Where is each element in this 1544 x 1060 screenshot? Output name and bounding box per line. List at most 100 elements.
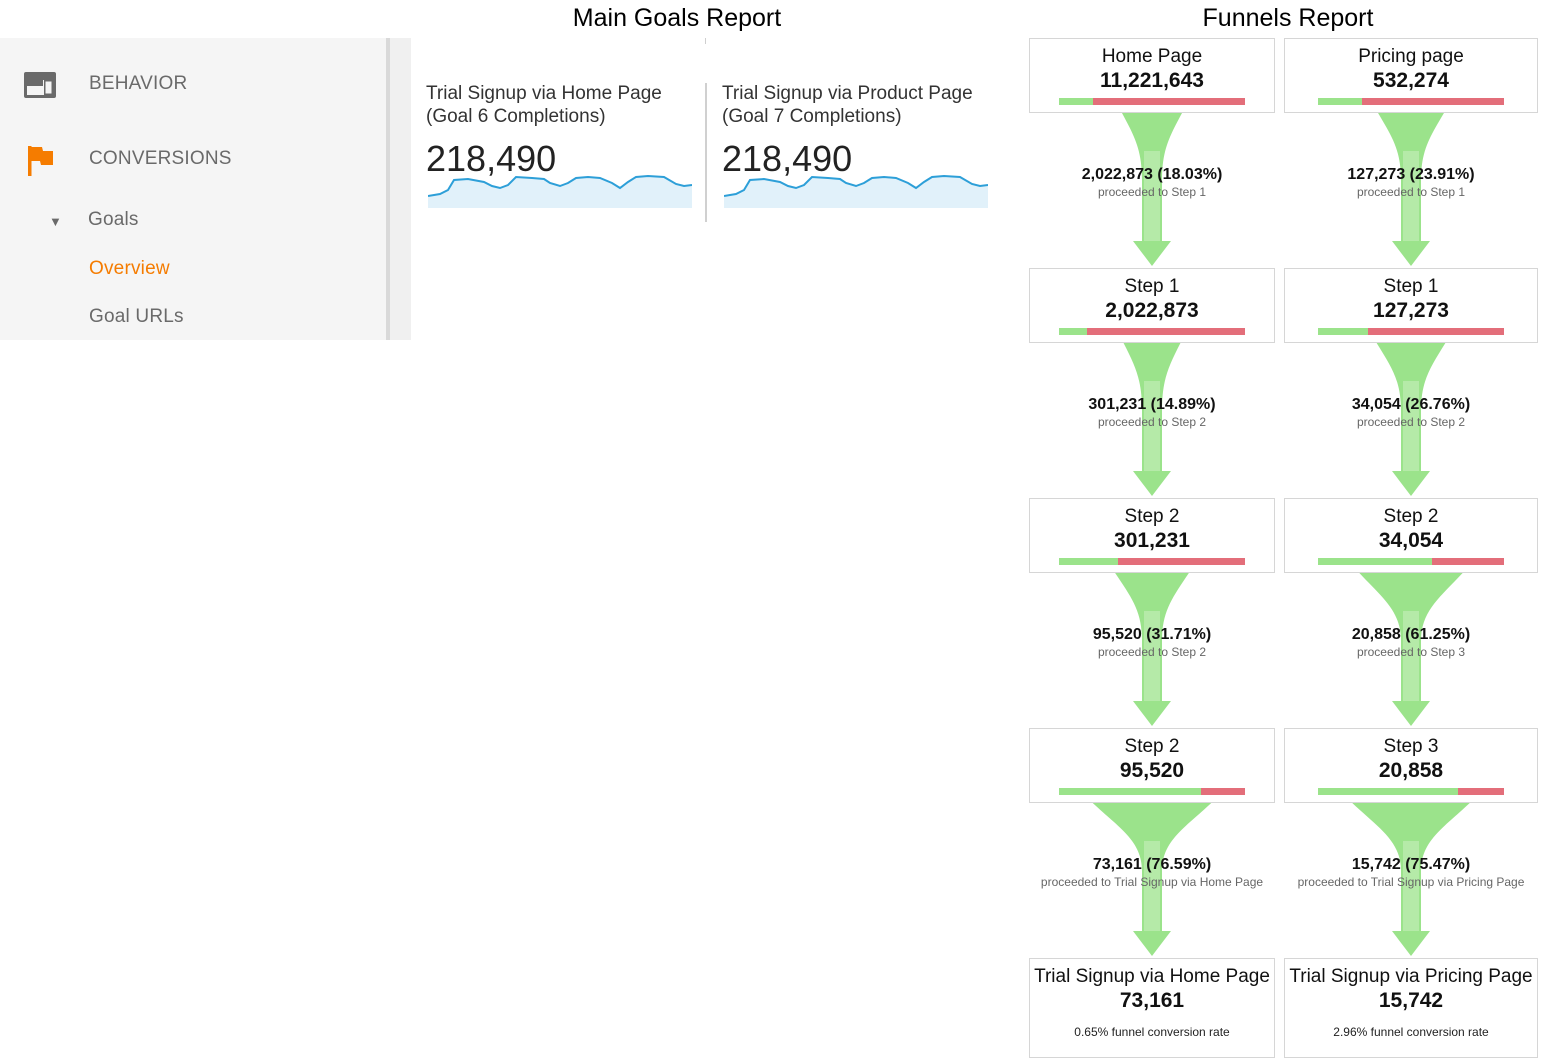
funnel-goal-box[interactable]: Trial Signup via Pricing Page 15,742 2.96%… — [1284, 958, 1538, 1058]
funnel-step-box[interactable]: Step 2 34,054 — [1284, 498, 1538, 573]
step-value: 11,221,643 — [1100, 69, 1204, 92]
proceed-label: proceeded to Trial Signup via Home Page — [1040, 875, 1264, 889]
main-goals-report-title: Main Goals Report — [572, 4, 782, 32]
step-label: Step 1 — [1124, 276, 1180, 297]
funnel-step-box[interactable]: Pricing page 532,274 — [1284, 38, 1538, 113]
divider — [705, 38, 706, 44]
funnel-conversion-rate: 0.65% funnel conversion rate — [1074, 1025, 1230, 1039]
proceed-ratio-bar — [1059, 98, 1245, 105]
proceed-count: 20,858 (61.25%) — [1351, 626, 1471, 643]
proceed-label: proceeded to Step 2 — [1356, 415, 1466, 429]
proceed-count: 34,054 (26.76%) — [1351, 396, 1471, 413]
sparkline — [428, 174, 692, 208]
proceed-bar-segment — [1318, 788, 1459, 795]
sidebar-item-behavior[interactable]: BEHAVIOR — [0, 70, 386, 100]
funnel-connector: 15,742 (75.47%) proceeded to Trial Signup… — [1284, 803, 1538, 958]
funnel-connector: 20,858 (61.25%) proceeded to Step 3 — [1284, 573, 1538, 728]
proceed-count: 127,273 (23.91%) — [1347, 166, 1475, 183]
proceed-label: proceeded to Trial Signup via Pricing Pa… — [1297, 875, 1525, 889]
sidebar-item-goal-urls[interactable]: Goal URLs — [0, 305, 386, 331]
browser-window-icon — [24, 72, 56, 98]
goal-card[interactable]: Trial Signup via Product Page (Goal 7 Co… — [722, 82, 994, 212]
step-label: Pricing page — [1358, 46, 1464, 67]
proceed-bar-segment — [1059, 328, 1087, 335]
step-value: 15,742 — [1378, 989, 1444, 1012]
step-label: Step 1 — [1383, 276, 1439, 297]
exit-bar-segment — [1431, 558, 1504, 565]
proceed-info: 301,231 (14.89%) proceeded to Step 2 — [1029, 396, 1275, 429]
sidebar-item-overview[interactable]: Overview — [0, 257, 386, 283]
proceed-info: 95,520 (31.71%) proceeded to Step 2 — [1029, 626, 1275, 659]
funnel-conversion-rate: 2.96% funnel conversion rate — [1333, 1025, 1489, 1039]
step-label: Step 2 — [1383, 506, 1439, 527]
funnel-connector: 95,520 (31.71%) proceeded to Step 2 — [1029, 573, 1275, 728]
proceed-ratio-bar — [1318, 788, 1504, 795]
proceed-ratio-bar — [1059, 788, 1245, 795]
caret-down-icon[interactable]: ▼ — [49, 214, 63, 229]
funnel-arrow-icon — [1352, 803, 1470, 956]
proceed-bar-segment — [1059, 98, 1093, 105]
funnel-arrow-icon — [1121, 113, 1183, 266]
proceed-bar-segment — [1318, 98, 1363, 105]
funnel-connector: 127,273 (23.91%) proceeded to Step 1 — [1284, 113, 1538, 268]
funnel-step-box[interactable]: Step 1 2,022,873 — [1029, 268, 1275, 343]
step-value: 301,231 — [1114, 529, 1190, 552]
funnel-arrow-icon — [1092, 803, 1212, 956]
step-label: Step 2 — [1124, 736, 1180, 757]
step-value: 127,273 — [1373, 299, 1449, 322]
sidebar-item-label: BEHAVIOR — [89, 73, 188, 94]
sidebar-gutter — [390, 38, 411, 340]
funnel-goal-box[interactable]: Trial Signup via Home Page 73,161 0.65% fu… — [1029, 958, 1275, 1058]
sidebar-item-goals[interactable]: ▼ Goals — [0, 208, 386, 234]
funnel-step-box[interactable]: Step 2 301,231 — [1029, 498, 1275, 573]
proceed-count: 2,022,873 (18.03%) — [1081, 166, 1223, 183]
sidebar-nav: BEHAVIOR CONVERSIONS ▼ Goals Overview Go… — [0, 38, 386, 340]
funnels-report-title: Funnels Report — [1202, 4, 1374, 32]
exit-bar-segment — [1458, 788, 1504, 795]
funnel-arrow-icon — [1115, 573, 1189, 726]
proceed-label: proceeded to Step 2 — [1097, 415, 1207, 429]
proceed-count: 15,742 (75.47%) — [1351, 856, 1471, 873]
proceed-count: 73,161 (76.59%) — [1092, 856, 1212, 873]
step-value: 20,858 — [1378, 759, 1444, 782]
proceed-ratio-bar — [1059, 328, 1245, 335]
proceed-label: proceeded to Step 1 — [1356, 185, 1466, 199]
proceed-label: proceeded to Step 3 — [1356, 645, 1466, 659]
step-value: 34,054 — [1378, 529, 1444, 552]
proceed-info: 15,742 (75.47%) proceeded to Trial Signup… — [1284, 856, 1538, 889]
goal-card[interactable]: Trial Signup via Home Page (Goal 6 Compl… — [426, 82, 698, 212]
proceed-count: 95,520 (31.71%) — [1092, 626, 1212, 643]
proceed-info: 2,022,873 (18.03%) proceeded to Step 1 — [1029, 166, 1275, 199]
proceed-info: 34,054 (26.76%) proceeded to Step 2 — [1284, 396, 1538, 429]
step-value: 2,022,873 — [1105, 299, 1199, 322]
step-label: Trial Signup via Home Page — [1034, 966, 1270, 987]
funnel-arrow-icon — [1378, 113, 1444, 266]
exit-bar-segment — [1086, 328, 1245, 335]
proceed-ratio-bar — [1318, 98, 1504, 105]
proceed-ratio-bar — [1318, 558, 1504, 565]
proceed-bar-segment — [1059, 788, 1202, 795]
goal-subtitle: (Goal 7 Completions) — [722, 106, 902, 127]
funnel-arrow-icon — [1376, 343, 1446, 496]
exit-bar-segment — [1201, 788, 1245, 795]
step-label: Step 3 — [1383, 736, 1439, 757]
funnel-step-box[interactable]: Step 2 95,520 — [1029, 728, 1275, 803]
sparkline — [724, 174, 988, 208]
funnel-connector: 301,231 (14.89%) proceeded to Step 2 — [1029, 343, 1275, 498]
step-label: Home Page — [1101, 46, 1203, 67]
funnel-step-box[interactable]: Step 1 127,273 — [1284, 268, 1538, 343]
funnel-step-box[interactable]: Step 3 20,858 — [1284, 728, 1538, 803]
step-value: 73,161 — [1119, 989, 1185, 1012]
goal-value: 218,490 — [426, 138, 557, 179]
funnel-step-box[interactable]: Home Page 11,221,643 — [1029, 38, 1275, 113]
goal-name: Trial Signup via Product Page — [722, 83, 973, 104]
step-value: 95,520 — [1119, 759, 1185, 782]
proceed-info: 127,273 (23.91%) proceeded to Step 1 — [1284, 166, 1538, 199]
exit-bar-segment — [1367, 328, 1504, 335]
sidebar-item-conversions[interactable]: CONVERSIONS — [0, 142, 386, 176]
sidebar-resize-handle[interactable] — [386, 38, 390, 340]
proceed-label: proceeded to Step 1 — [1097, 185, 1207, 199]
proceed-bar-segment — [1318, 328, 1368, 335]
proceed-count: 301,231 (14.89%) — [1088, 396, 1216, 413]
proceed-ratio-bar — [1318, 328, 1504, 335]
